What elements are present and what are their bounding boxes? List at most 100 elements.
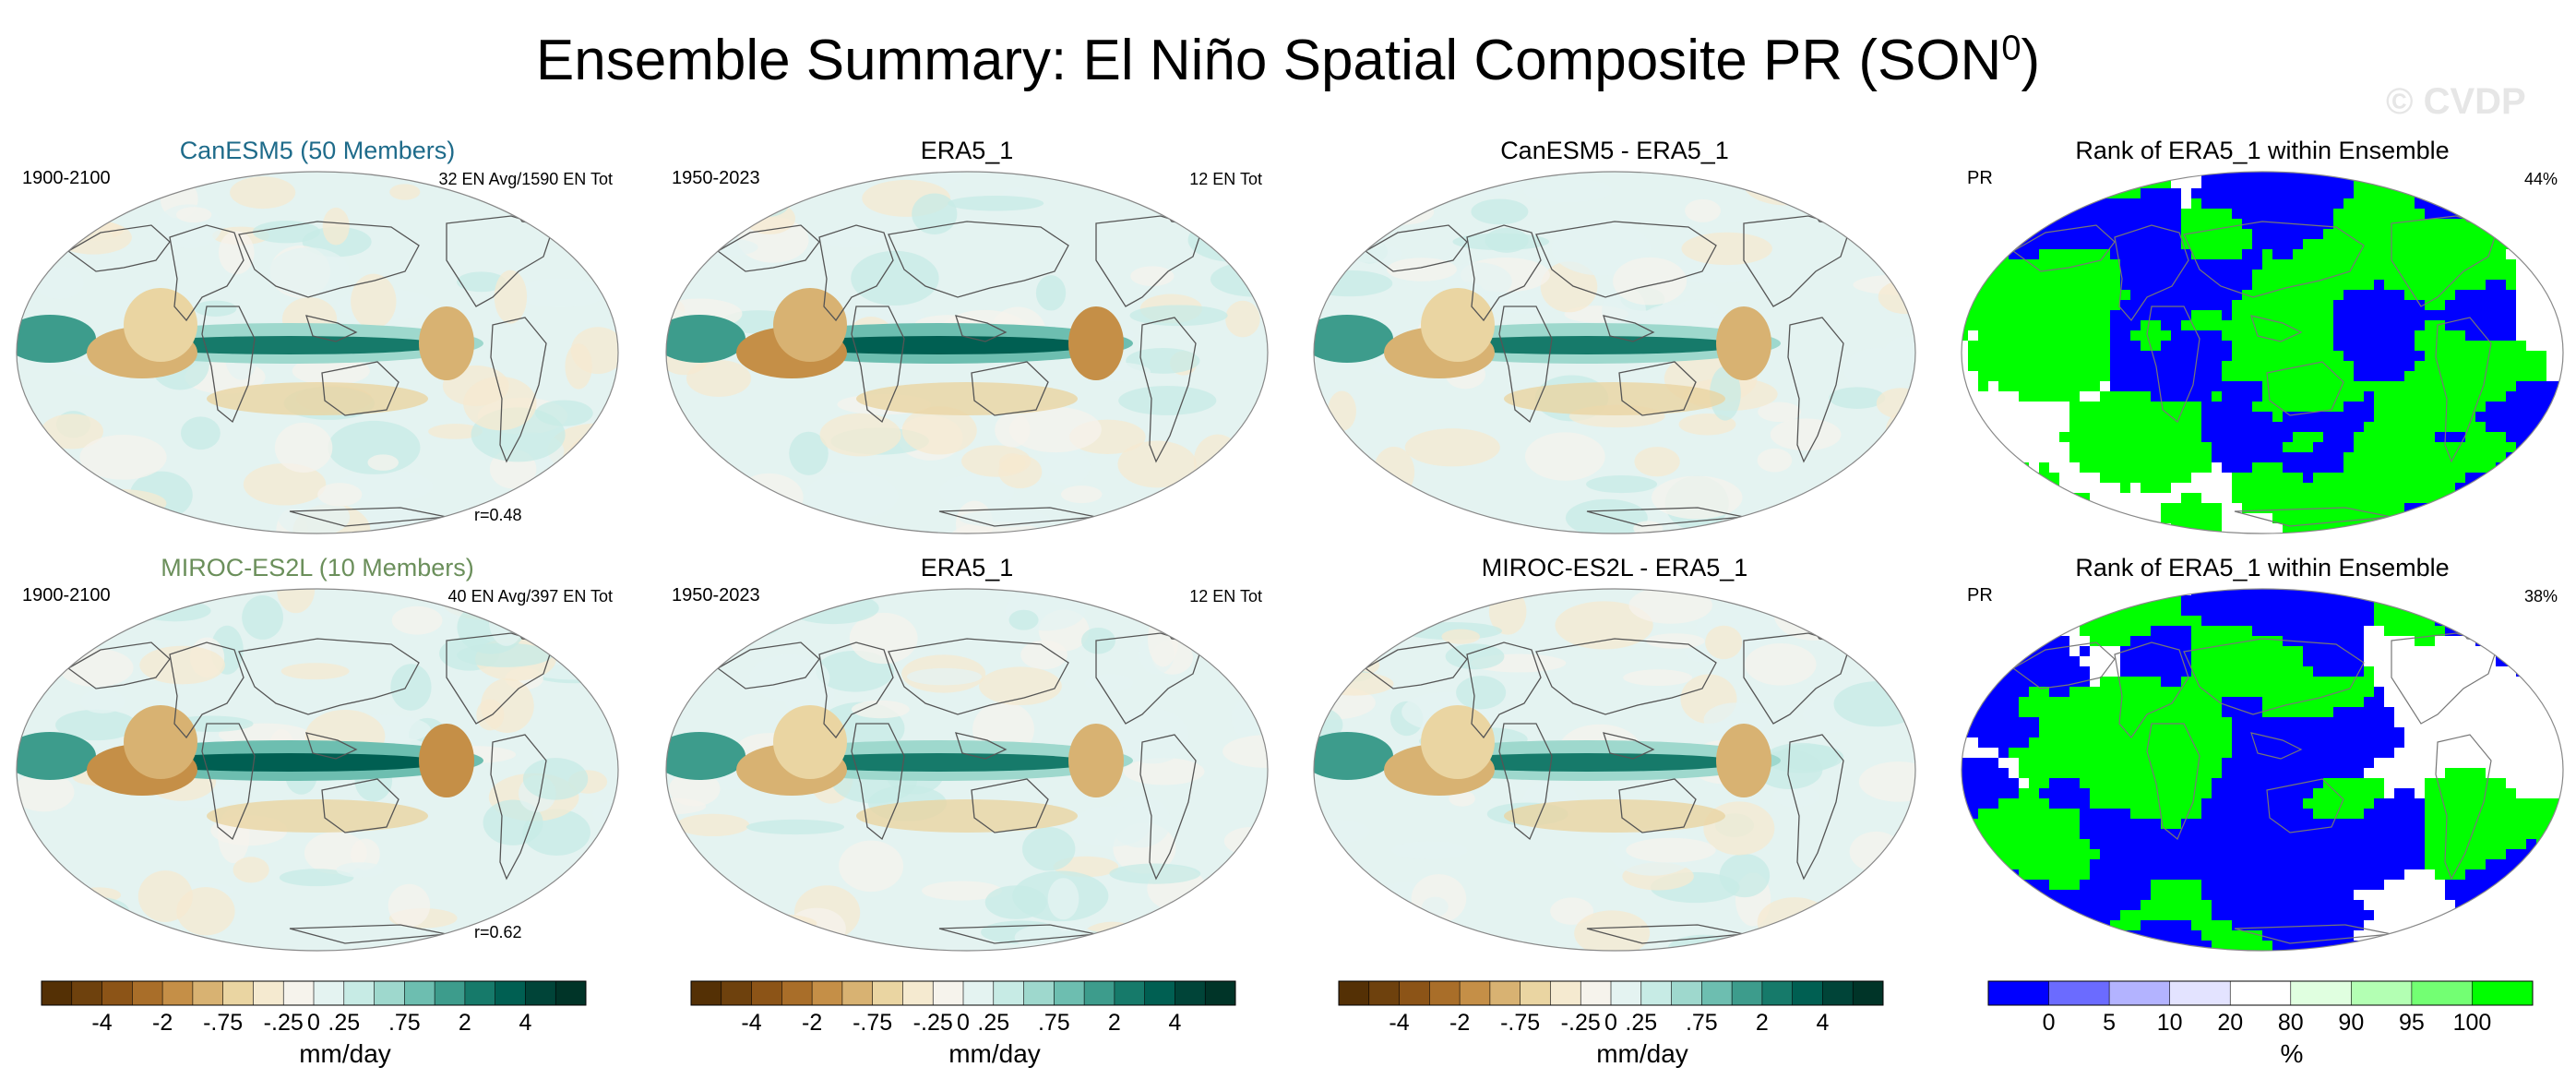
rank-cell — [2110, 819, 2120, 829]
precip-anomaly-blob — [745, 819, 845, 835]
rank-cell — [2242, 462, 2252, 473]
rank-cell — [1968, 890, 1978, 900]
rank-cell — [2130, 290, 2141, 300]
rank-cell — [2090, 930, 2100, 941]
rank-cell — [2090, 412, 2100, 422]
rank-cell — [2181, 280, 2191, 290]
rank-cell — [2242, 656, 2252, 666]
rank-cell — [2242, 310, 2252, 320]
colorbar-swatch — [2411, 981, 2473, 1005]
rank-cell — [2110, 209, 2120, 219]
precip-anomaly-blob — [1047, 878, 1079, 920]
rank-cell — [2141, 239, 2151, 249]
rank-cell — [2049, 178, 2059, 188]
rank-cell — [2252, 666, 2262, 677]
rank-cell — [2557, 442, 2563, 452]
rank-cell — [2283, 290, 2293, 300]
rank-cell — [2374, 310, 2384, 320]
rank-cell — [2262, 442, 2272, 452]
rank-cell — [2212, 188, 2222, 198]
rank-cell — [2293, 616, 2303, 626]
rank-cell — [2303, 503, 2313, 513]
composite-map — [665, 588, 1269, 952]
rank-cell — [2486, 249, 2496, 259]
rank-cell — [2222, 900, 2232, 910]
rank-cell — [2293, 707, 2303, 717]
rank-cell — [2313, 351, 2323, 361]
rank-cell — [2283, 270, 2293, 280]
precip-anomaly-blob — [1315, 672, 1394, 696]
rank-cell — [2313, 229, 2323, 239]
rank-cell — [2272, 172, 2283, 178]
precip-anomaly-blob — [279, 869, 354, 887]
rank-cell — [2049, 229, 2059, 239]
colorbar-swatch — [1368, 981, 1401, 1005]
rank-cell — [2080, 523, 2090, 534]
colorbar-swatch — [464, 981, 496, 1005]
rank-cell — [2293, 534, 2303, 537]
map-border — [665, 171, 1269, 534]
rank-cell — [2242, 626, 2252, 636]
rank-cell — [2130, 280, 2141, 290]
rank-cell — [2496, 920, 2506, 930]
rank-cell — [2536, 859, 2546, 869]
rank-cell — [2516, 666, 2526, 677]
precip-anomaly-blob — [1225, 300, 1260, 338]
rank-cell — [2069, 402, 2080, 412]
rank-cell — [2171, 462, 2181, 473]
pattern-correlation: r=0.48 — [474, 506, 522, 524]
rank-cell — [2110, 595, 2120, 605]
rank-cell — [2201, 849, 2212, 859]
rank-cell — [2404, 798, 2415, 809]
rank-cell — [2384, 727, 2394, 737]
rank-cell — [2465, 422, 2475, 432]
rank-cell — [2364, 310, 2374, 320]
rank-cell — [2435, 172, 2445, 178]
rank-cell — [2303, 809, 2313, 819]
rank-cell — [2252, 920, 2262, 930]
rank-cell — [2394, 172, 2404, 178]
rank-cell — [2526, 900, 2536, 910]
rank-cell — [2333, 412, 2343, 422]
rank-cell — [2009, 229, 2019, 239]
rank-cell — [2059, 636, 2069, 646]
rank-cell — [2181, 758, 2191, 768]
rank-cell — [2557, 920, 2563, 930]
rank-cell — [2323, 666, 2333, 677]
map-panel-era5-top: ERA5_1 1950-2023 12 EN Tot — [662, 137, 1271, 543]
rank-cell — [2069, 758, 2080, 768]
rank-cell — [2039, 259, 2049, 270]
rank-cell — [2232, 768, 2242, 778]
rank-cell — [2486, 371, 2496, 381]
rank-cell — [2029, 839, 2039, 849]
rank-cell — [2191, 859, 2201, 869]
rank-cell — [2191, 920, 2201, 930]
rank-cell — [2536, 473, 2546, 483]
rank-cell — [2374, 880, 2384, 890]
rank-cell — [2069, 172, 2080, 178]
rank-cell — [2343, 229, 2354, 239]
rank-cell — [2212, 809, 2222, 819]
precip-anomaly-blob — [906, 667, 983, 686]
rank-cell — [2090, 605, 2100, 616]
rank-cell — [2222, 198, 2232, 209]
precip-anomaly-blob — [1175, 487, 1262, 534]
rank-cell — [2455, 371, 2465, 381]
precip-anomaly-blob — [1770, 418, 1842, 451]
rank-cell — [2425, 371, 2435, 381]
rank-cell — [2201, 452, 2212, 462]
rank-cell — [2445, 320, 2455, 330]
rank-cell — [2222, 432, 2232, 442]
rank-cell — [2232, 900, 2242, 910]
rank-cell — [2415, 249, 2425, 259]
rank-cell — [2404, 493, 2415, 503]
amazon-dry — [1068, 306, 1124, 380]
rank-cell — [1962, 523, 1968, 534]
rank-cell — [2130, 320, 2141, 330]
amazon-dry — [1716, 306, 1771, 380]
rank-cell — [2242, 646, 2252, 656]
rank-cell — [2323, 320, 2333, 330]
precip-anomaly-blob — [1403, 172, 1442, 188]
rank-cell — [2303, 371, 2313, 381]
rank-cell — [2486, 920, 2496, 930]
